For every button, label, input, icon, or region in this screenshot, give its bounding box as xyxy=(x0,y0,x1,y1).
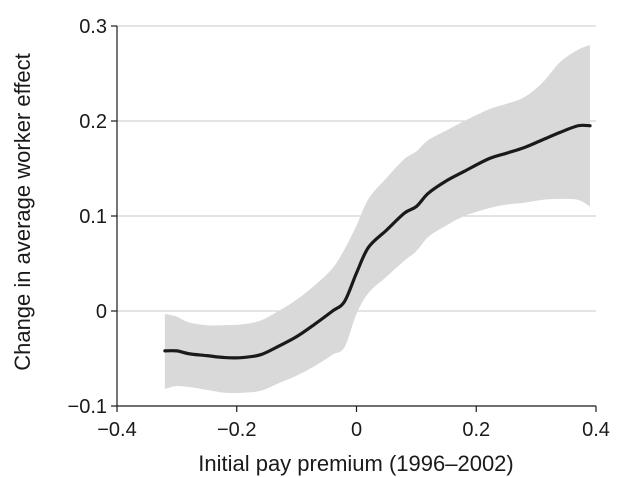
x-tick-label-0: −0.4 xyxy=(97,419,136,441)
y-axis-title: Change in average worker effect xyxy=(10,53,35,371)
y-tick-label-4: 0.3 xyxy=(79,16,107,38)
y-tick-label-1: 0 xyxy=(96,301,107,323)
x-tick-label-1: −0.2 xyxy=(217,419,256,441)
y-tick-label-3: 0.2 xyxy=(79,111,107,133)
x-tick-label-3: 0.2 xyxy=(462,419,490,441)
x-tick-label-4: 0.4 xyxy=(582,419,610,441)
x-axis-ticks: −0.4 −0.2 0 0.2 0.4 xyxy=(97,406,610,441)
confidence-band xyxy=(164,45,591,393)
y-tick-label-0: −0.1 xyxy=(68,396,107,418)
x-tick-label-2: 0 xyxy=(351,419,362,441)
x-axis-title: Initial pay premium (1996–2002) xyxy=(198,451,514,476)
y-tick-label-2: 0.1 xyxy=(79,206,107,228)
y-axis-ticks: −0.1 0 0.1 0.2 0.3 xyxy=(68,16,117,418)
series-line xyxy=(163,123,592,360)
